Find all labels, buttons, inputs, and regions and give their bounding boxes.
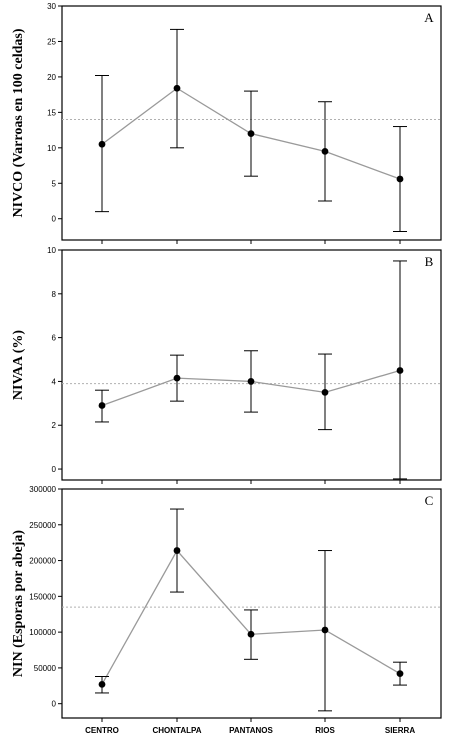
y-axis-label: NIN (Esporas por abeja) [11,530,26,677]
panel-letter: A [424,10,434,25]
panel-a: 0 5 10 15 20 25 30 NIVCO (Varroas en 100 celdas… [11,2,442,244]
y-tick-label: 150000 [29,592,56,601]
y-tick-label: 200000 [29,557,56,566]
y-axis-label: NIVCO (Varroas en 100 celdas) [11,28,26,217]
y-tick-label: 2 [52,421,57,430]
x-tick-label: CHONTALPA [152,726,201,735]
y-tick-label: 100000 [29,628,56,637]
data-point [173,84,181,92]
y-tick-label: 10 [47,144,56,153]
data-point [98,680,106,688]
data-point [247,378,255,385]
y-tick-label: 15 [47,108,56,117]
y-tick-label: 25 [47,37,56,46]
data-point [321,626,329,634]
x-tick-label: PANTANOS [229,726,273,735]
data-point [98,402,106,409]
y-tick-label: 0 [52,215,57,224]
y-tick-label: 20 [47,73,56,82]
y-tick-label: 30 [47,2,56,11]
y-tick-label: 300000 [29,485,56,494]
panel-letter: C [425,493,434,508]
data-point [173,547,181,554]
y-tick-label: 50000 [34,664,57,673]
x-tick-label: RIOS [315,726,335,735]
y-tick-label: 0 [52,700,57,709]
y-tick-label: 250000 [29,521,56,530]
data-point [247,130,255,138]
y-tick-label: 8 [52,290,57,299]
y-tick-label: 10 [47,246,56,255]
data-point [321,147,329,155]
data-point [247,630,255,638]
data-point [98,140,106,148]
y-tick-label: 0 [52,465,57,474]
x-tick-label: SIERRA [385,726,415,735]
y-tick-label: 5 [52,179,57,188]
y-tick-label: 6 [52,334,57,343]
y-axis-label: NIVAA (%) [11,330,26,400]
panel-c: 0 50000 100000 150000 200000 250000 300000 CENT… [11,485,442,735]
data-point [396,670,404,678]
y-tick-label: 4 [52,377,57,386]
panel-letter: B [425,254,434,269]
panel-b: 0 2 4 6 8 10 NIVAA (%) B [11,246,442,484]
x-tick-label: CENTRO [85,726,119,735]
data-point [396,175,404,183]
plot-frame [61,488,442,719]
data-point [321,388,329,396]
data-point [173,374,181,382]
data-point [396,367,404,374]
